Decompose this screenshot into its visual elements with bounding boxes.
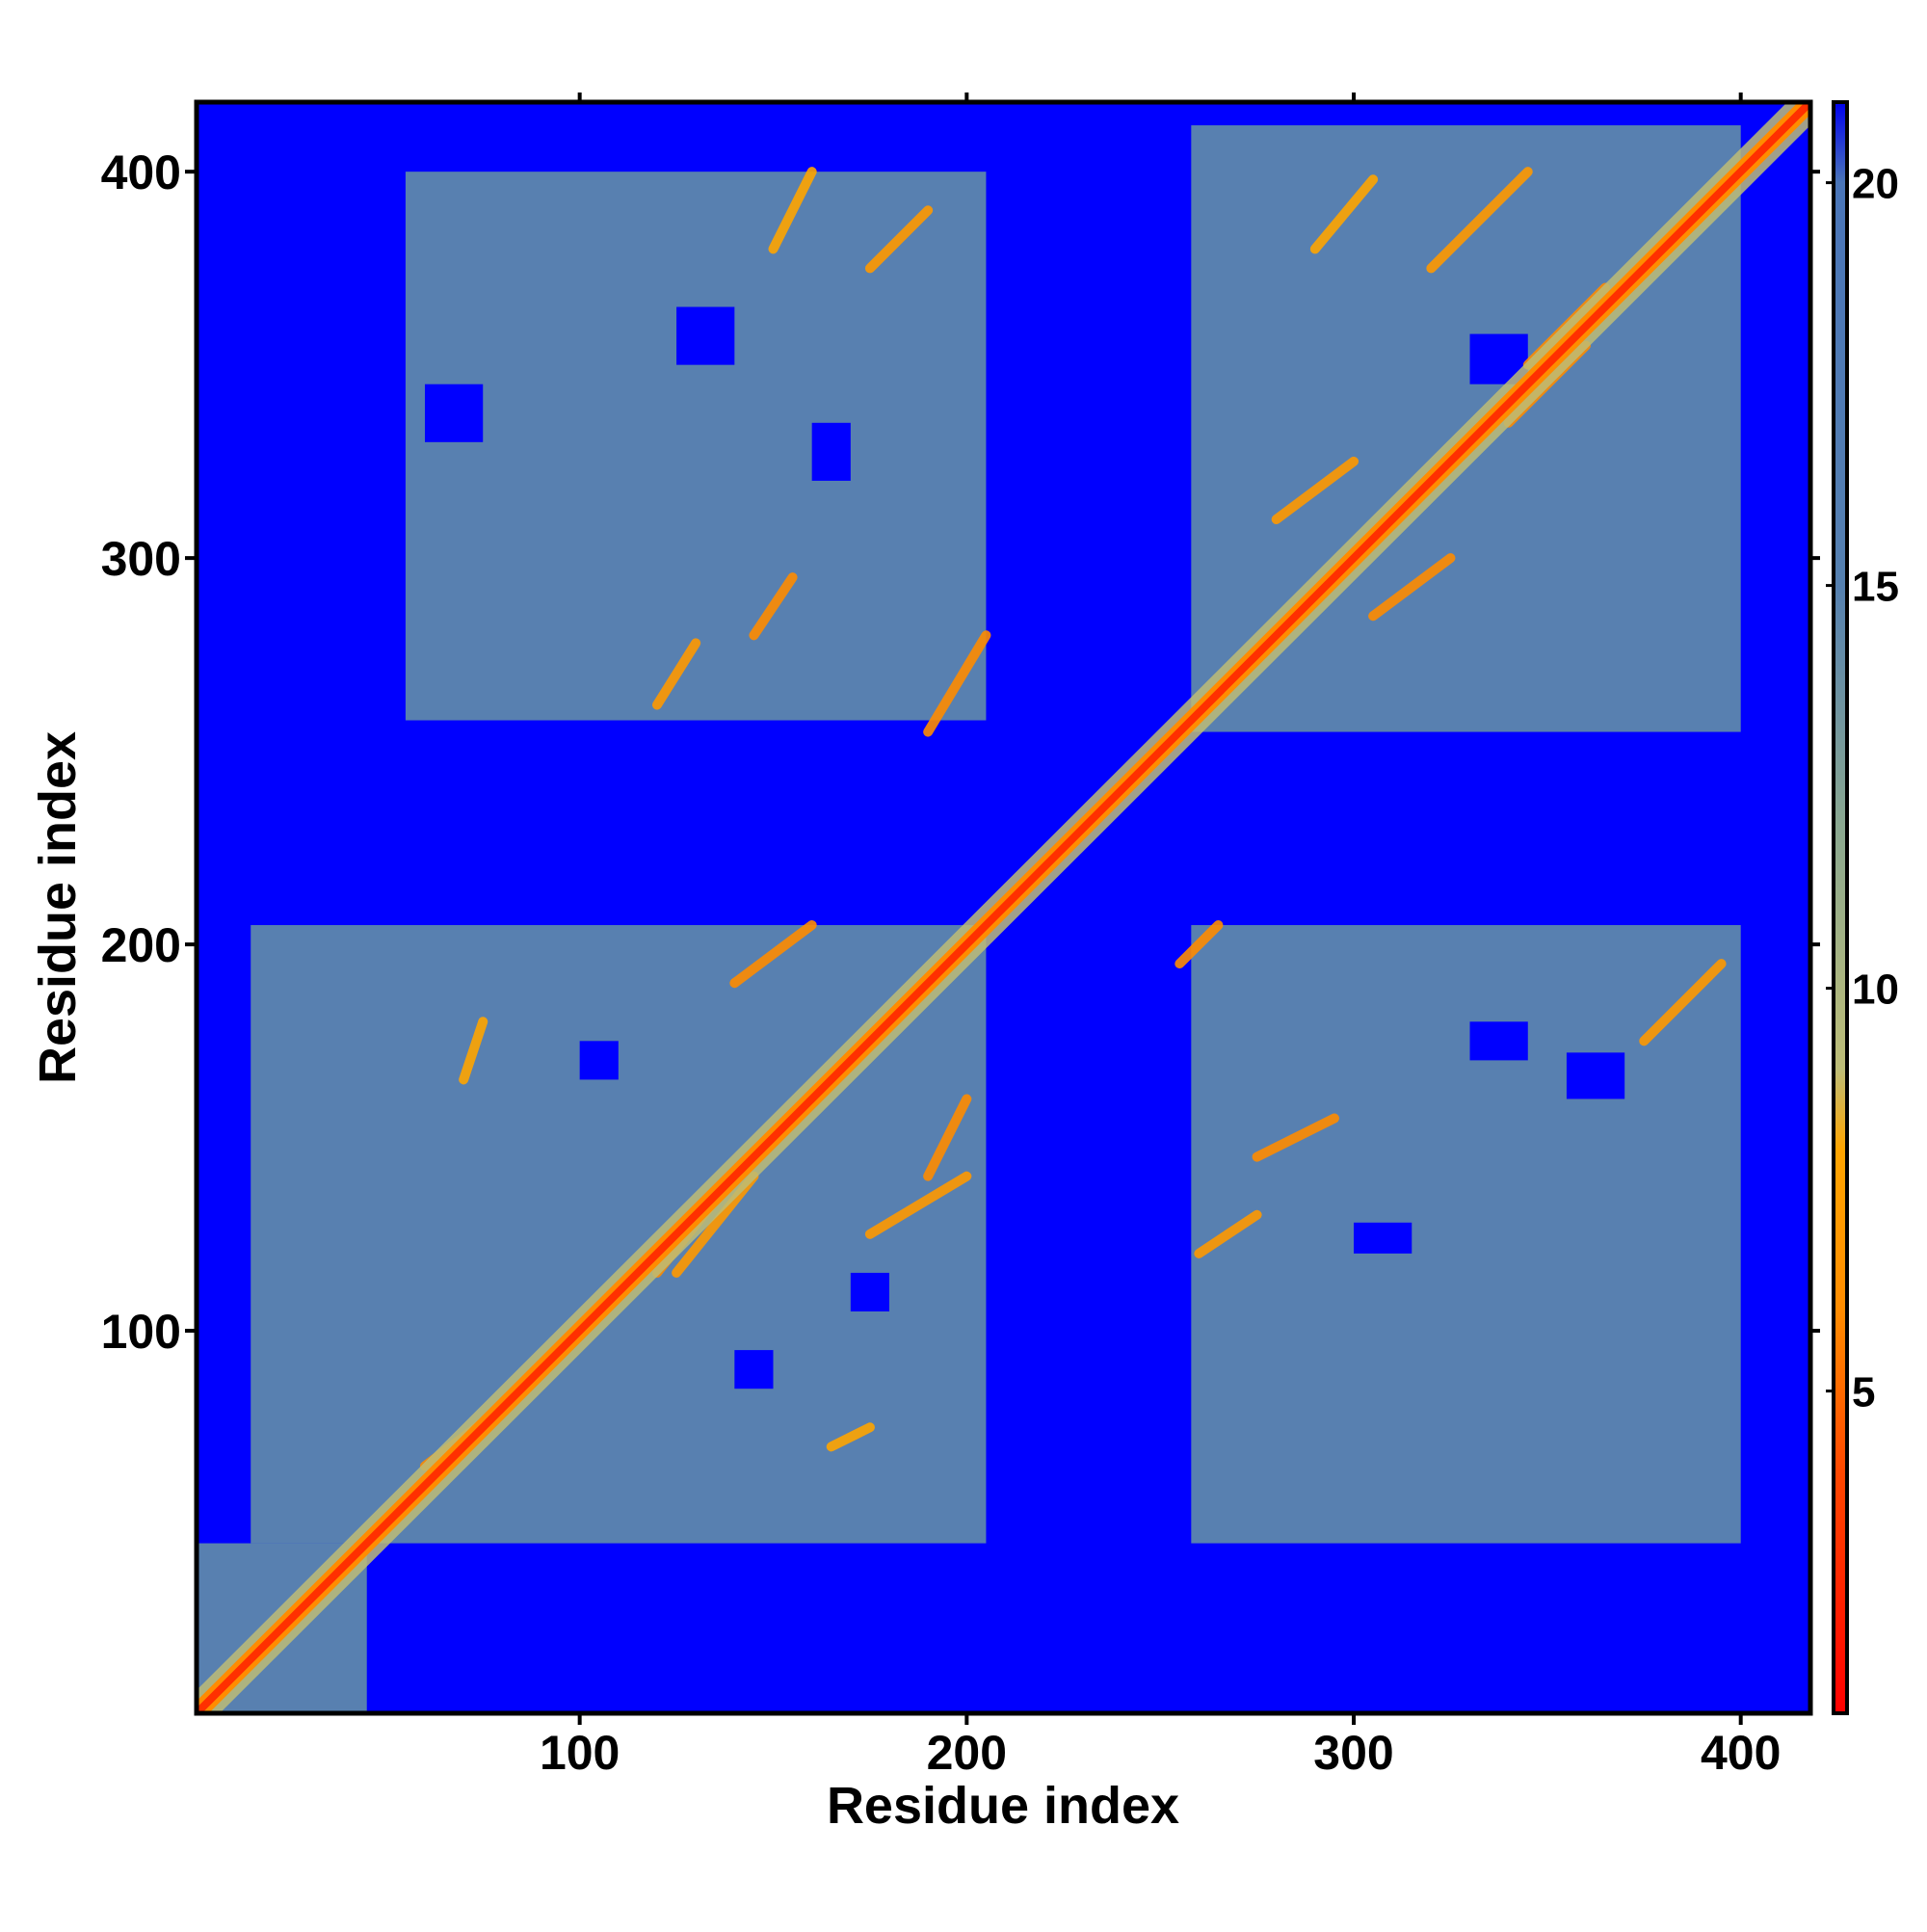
colorbar-tick-label-15: 15 [1852, 564, 1899, 611]
void-region-8 [676, 306, 735, 365]
x-tick-label-400: 400 [1701, 1726, 1781, 1780]
contact-patch-2 [729, 920, 817, 989]
void-region-11 [424, 384, 484, 442]
contact-patch-13 [1175, 920, 1224, 969]
void-region-4 [1024, 326, 1052, 481]
colorbar: 5 10 15 20 [1826, 100, 1899, 1715]
contact-patch-21 [1426, 167, 1533, 274]
plot-area [194, 99, 1813, 1716]
contact-patch-3 [923, 1094, 972, 1181]
contact-patch-4 [864, 1171, 972, 1239]
heatmap-cells [197, 102, 1810, 1713]
y-tick-label-200: 200 [101, 918, 181, 972]
domain-block-2 [405, 172, 987, 721]
contact-patch-8 [749, 572, 798, 641]
x-axis-label: Residue index [827, 1777, 1179, 1835]
contact-patch-15 [1194, 1209, 1262, 1258]
x-axis: 100 200 300 400 [540, 93, 1781, 1780]
void-region-6 [1469, 1021, 1528, 1061]
y-tick-label-300: 300 [101, 532, 181, 586]
x-tick-label-300: 300 [1313, 1726, 1393, 1780]
contact-patch-11 [864, 205, 934, 274]
y-axis-label: Residue index [29, 731, 87, 1084]
plot-frame [194, 99, 1813, 1716]
domain-block-3 [1191, 925, 1741, 1544]
contact-patch-16 [1639, 959, 1727, 1046]
void-region-10 [1354, 1222, 1412, 1254]
colorbar-tick-label-20: 20 [1852, 161, 1899, 208]
colorbar-tick-label-10: 10 [1852, 966, 1899, 1014]
void-region-1 [734, 1350, 774, 1389]
void-region-2 [850, 1272, 890, 1312]
void-region-3 [1024, 1253, 1052, 1332]
contact-patch-10 [923, 630, 991, 737]
contact-patch-12 [768, 167, 817, 254]
diagonal-core [197, 102, 1810, 1713]
contact-patch-6 [826, 1422, 875, 1452]
colorbar-tick-label-5: 5 [1852, 1369, 1875, 1416]
contact-patch-19 [1368, 553, 1456, 622]
x-tick-label-200: 200 [927, 1726, 1007, 1780]
contact-patch-20 [1271, 456, 1359, 525]
contact-patch-22 [1309, 174, 1379, 254]
void-region-7 [1566, 1052, 1625, 1099]
void-region-5 [811, 422, 851, 481]
y-tick-label-400: 400 [101, 146, 181, 199]
y-tick-label-100: 100 [101, 1305, 181, 1359]
y-axis: 100 200 300 400 [101, 146, 1820, 1359]
x-tick-label-100: 100 [540, 1726, 620, 1780]
contact-patch-7 [459, 1017, 488, 1085]
contact-patch-14 [1252, 1113, 1339, 1162]
colorbar-ticks: 5 10 15 20 [1826, 161, 1899, 1416]
colorbar-fill [1832, 100, 1849, 1715]
contact-patch-9 [651, 638, 701, 710]
void-region-0 [579, 1041, 619, 1080]
